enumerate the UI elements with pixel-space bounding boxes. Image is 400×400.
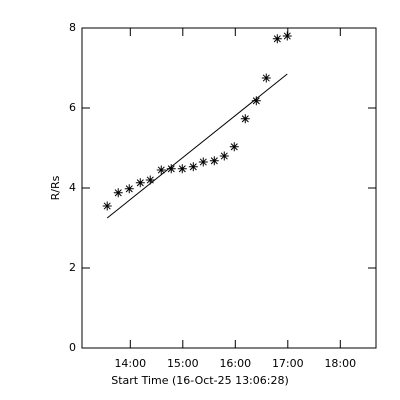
data-point [272,34,282,44]
fit-line [106,73,288,219]
data-point [113,188,123,198]
data-point [219,151,229,161]
data-point [177,164,187,174]
x-axis-label: Start Time (16-Oct-25 13:06:28) [111,374,289,387]
data-point [240,114,250,124]
data-point [145,175,155,185]
data-point [166,164,176,174]
data-point [229,142,239,152]
y-tick-label: 4 [69,181,76,194]
y-axis-label: R/Rs [49,175,62,200]
data-point [124,184,134,194]
x-tick-label: 15:00 [167,357,199,370]
data-point [209,156,219,166]
data-point [251,96,261,106]
data-point [135,178,145,188]
x-tick-label: 16:00 [219,357,251,370]
plot-frame [81,27,377,349]
y-tick-label: 8 [69,21,76,34]
data-point [261,73,271,83]
data-point [188,162,198,172]
y-tick-label: 0 [69,341,76,354]
x-tick-label: 14:00 [114,357,146,370]
data-point [102,201,112,211]
y-tick-label: 2 [69,261,76,274]
x-tick-label: 18:00 [324,357,356,370]
x-tick-label: 17:00 [272,357,304,370]
data-point [156,165,166,175]
y-tick-label: 6 [69,101,76,114]
data-point [282,31,292,41]
data-point [198,157,208,167]
